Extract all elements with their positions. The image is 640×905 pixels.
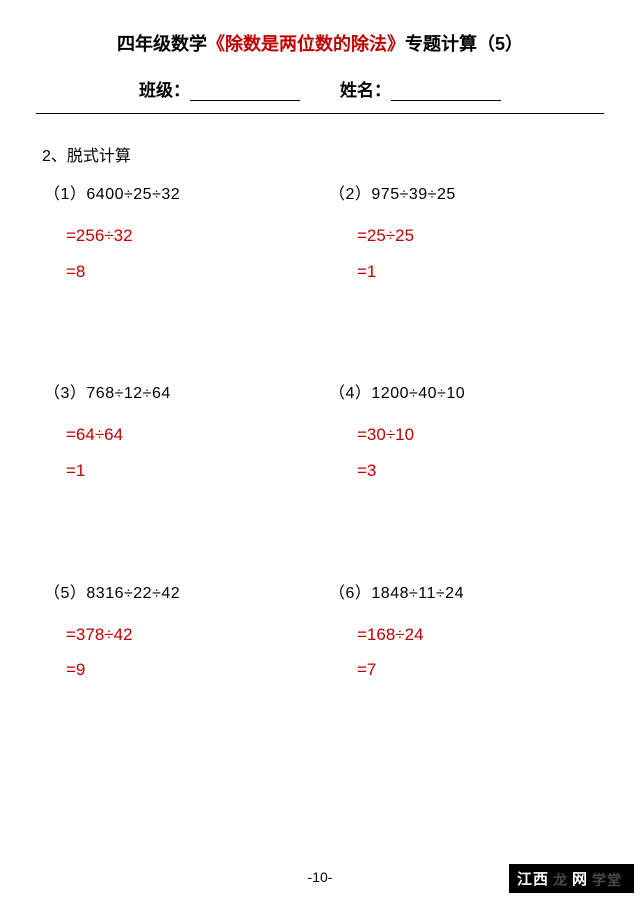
name-blank [391, 82, 501, 101]
problem-question: （3）768÷12÷64 [44, 379, 319, 403]
problem-question: （5）8316÷22÷42 [44, 579, 319, 603]
class-blank [190, 82, 300, 101]
problem-5: （5）8316÷22÷42 =378÷42 =9 [44, 579, 319, 688]
problem-1: （1）6400÷25÷32 =256÷32 =8 [44, 180, 319, 289]
problem-question: （2）975÷39÷25 [329, 180, 604, 204]
class-field: 班级： [139, 76, 300, 101]
class-label: 班级： [139, 81, 190, 100]
problem-question: （4）1200÷40÷10 [329, 379, 604, 403]
problem-3: （3）768÷12÷64 =64÷64 =1 [44, 379, 319, 488]
problem-question: （6）1848÷11÷24 [329, 579, 604, 603]
divider [36, 113, 604, 114]
problem-answer: =378÷42 =9 [44, 617, 319, 688]
problems-grid: （1）6400÷25÷32 =256÷32 =8 （2）975÷39÷25 =2… [36, 180, 604, 688]
section-label: 2、脱式计算 [36, 142, 604, 166]
info-row: 班级： 姓名： [36, 76, 604, 101]
problem-4: （4）1200÷40÷10 =30÷10 =3 [329, 379, 604, 488]
problem-question: （1）6400÷25÷32 [44, 180, 319, 204]
title-highlight: 《除数是两位数的除法》 [207, 34, 405, 54]
title-suffix: 专题计算（5） [405, 34, 523, 54]
watermark-mid: 龙 [553, 872, 568, 888]
name-label: 姓名： [340, 81, 391, 100]
problem-answer: =30÷10 =3 [329, 417, 604, 488]
problem-answer: =25÷25 =1 [329, 218, 604, 289]
name-field: 姓名： [340, 76, 501, 101]
problem-6: （6）1848÷11÷24 =168÷24 =7 [329, 579, 604, 688]
problem-answer: =168÷24 =7 [329, 617, 604, 688]
problem-answer: =256÷32 =8 [44, 218, 319, 289]
watermark-faint: 学堂 [592, 872, 622, 888]
problem-2: （2）975÷39÷25 =25÷25 =1 [329, 180, 604, 289]
page-title: 四年级数学《除数是两位数的除法》专题计算（5） [36, 30, 604, 56]
watermark: 江西龙网学堂 [509, 864, 634, 893]
watermark-right: 网 [572, 871, 588, 888]
watermark-left: 江西 [517, 871, 549, 888]
title-prefix: 四年级数学 [117, 34, 207, 54]
problem-answer: =64÷64 =1 [44, 417, 319, 488]
